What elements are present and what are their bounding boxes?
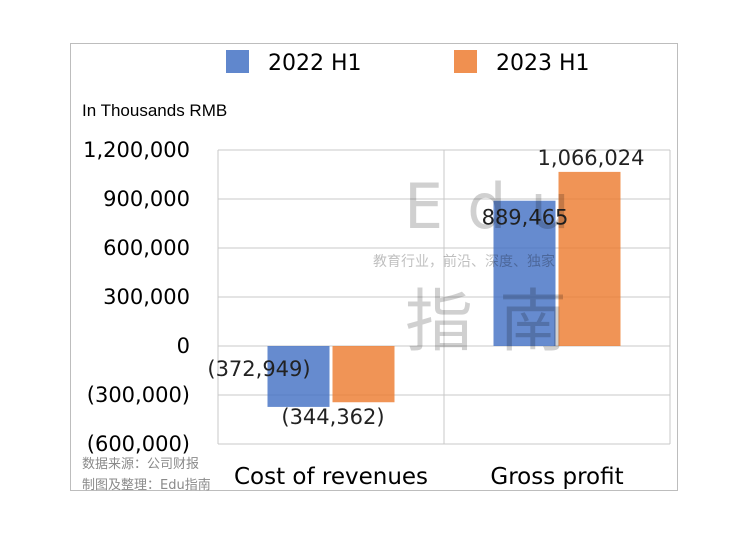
legend-label: 2023 H1 [496, 51, 590, 76]
unit-label: In Thousands RMB [82, 101, 227, 120]
bars [267, 171, 621, 407]
legend: 2022 H1 2023 H1 [226, 50, 590, 76]
y-tick-label: 600,000 [103, 236, 190, 260]
y-tick-label: 1,200,000 [83, 138, 190, 162]
bar-2023h1-cost-of-revenues [332, 346, 395, 403]
chart-frame [70, 43, 678, 491]
watermark-slogan: 教育行业，前沿、深度、独家 [373, 253, 555, 270]
y-axis-ticks: 1,200,000 900,000 600,000 300,000 0 (300,000)… [83, 138, 190, 456]
y-tick-label: (300,000) [87, 383, 190, 407]
bar-2023h1-gross-profit [558, 171, 621, 346]
data-label: 1,066,024 [538, 146, 645, 170]
data-label: (372,949) [207, 357, 310, 381]
y-tick-label: 300,000 [103, 285, 190, 309]
watermark-edu: Edu [404, 170, 594, 243]
category-label: Cost of revenues [234, 464, 428, 490]
y-tick-label: 900,000 [103, 187, 190, 211]
bar-2022h1-cost-of-revenues [267, 346, 330, 407]
bar-2022h1-gross-profit [493, 200, 556, 346]
y-tick-label: 0 [177, 334, 190, 358]
watermark-guide: 指南 [405, 283, 593, 362]
data-label: (344,362) [281, 405, 384, 429]
y-tick-label: (600,000) [87, 432, 190, 456]
category-label: Gross profit [490, 464, 623, 490]
legend-swatch [454, 50, 477, 73]
legend-swatch [226, 50, 249, 73]
data-label: 889,465 [482, 206, 569, 230]
source-line-2: 制图及整理：Edu指南 [82, 477, 211, 493]
source-line-1: 数据来源：公司财报 [82, 457, 199, 472]
legend-label: 2022 H1 [268, 51, 362, 76]
category-labels: Cost of revenues Gross profit [234, 464, 624, 490]
data-labels: (372,949) (344,362) 889,465 1,066,024 [207, 146, 644, 429]
